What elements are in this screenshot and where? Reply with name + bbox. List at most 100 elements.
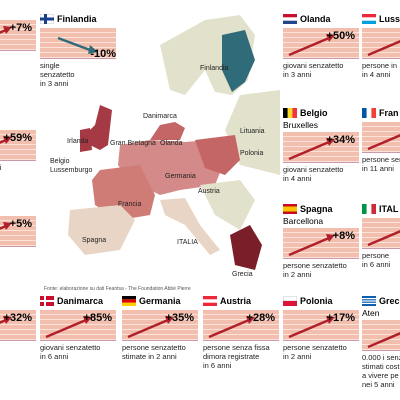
trend-area: +7% <box>0 20 36 51</box>
value: +17% <box>326 312 355 324</box>
description: ette <box>0 249 36 258</box>
map-label: Olanda <box>160 140 183 147</box>
description-line: giovani senzatetto <box>283 165 344 174</box>
country: Germania <box>139 296 181 306</box>
trend-area <box>362 28 400 59</box>
trend-area: +32% <box>0 310 36 341</box>
description-line: persone senzatetto <box>283 261 347 270</box>
city: ino <box>0 118 36 128</box>
flag <box>283 108 297 118</box>
trend-area: +59% <box>0 130 36 161</box>
country: Grec <box>379 296 400 306</box>
flag <box>40 296 54 306</box>
card-header: Belgio <box>283 106 359 120</box>
description-line: 0.000 i senza <box>362 353 400 362</box>
country: Lussem <box>379 14 400 24</box>
flag <box>362 108 376 118</box>
country-card: Polonia +17% persone senzatetto in 2 anni <box>283 294 359 386</box>
country-card: Spagna Barcellona +8% persone senzatetto in … <box>283 202 359 294</box>
country-card: Olanda +50% giovani senzatetto in 3 anni <box>283 12 359 104</box>
description: single senzatetto in 3 anni <box>40 61 116 88</box>
value: +32% <box>3 312 32 324</box>
card-header: Finlandia <box>40 12 116 26</box>
arrow <box>0 316 12 324</box>
trend-area: +85% <box>40 310 116 341</box>
description: persone senzatetto in 2 anni <box>283 343 359 361</box>
city: dra <box>0 8 36 18</box>
description: persone in 6 anni <box>362 251 400 269</box>
card-header: Spagna <box>283 202 359 216</box>
country: Finlandia <box>57 14 97 24</box>
value: +28% <box>246 312 275 324</box>
description-line: senzatetto <box>40 70 75 79</box>
map-label: Austria <box>198 188 220 195</box>
description-line: i rifugi <box>0 343 36 352</box>
description-line: stimate in 2 anni <box>122 352 177 361</box>
arrow <box>0 26 12 34</box>
description-line: he dormono <box>0 53 36 62</box>
description-line: in 6 anni <box>40 352 69 361</box>
description-line: stimati cost <box>362 362 400 371</box>
description-line: single <box>40 61 60 70</box>
card-header: Lussem <box>362 12 400 26</box>
arrow <box>367 230 400 247</box>
description-line: in 2 anni <box>283 352 312 361</box>
flag <box>362 296 376 306</box>
description-line: giovani senzatetto <box>40 343 101 352</box>
value: +34% <box>326 134 355 146</box>
description-line: persone <box>362 251 390 260</box>
description-line: persone in <box>362 61 398 70</box>
description-line: ee <box>0 172 36 181</box>
map-label: Spagna <box>82 237 106 244</box>
country: Spagna <box>300 204 333 214</box>
country: Fran <box>379 108 399 118</box>
description: persone senzatetto stimate in 2 anni <box>122 343 198 361</box>
description: giovani senzatetto in 4 anni <box>283 165 359 183</box>
description-line: in 6 anni <box>362 260 391 269</box>
map-label: Francia <box>118 201 141 208</box>
country-card: Bretagnadra +7% he dormonodi difficoltà <box>0 0 36 86</box>
description-line: in 3 anni <box>40 79 69 88</box>
country-card: nia +32% i rifugibambini <box>0 294 36 386</box>
card-header: gna <box>0 200 36 214</box>
value: +50% <box>326 30 355 42</box>
description-line: ette <box>0 249 36 258</box>
card-header: Olanda <box>283 12 359 26</box>
description: giovani senzatetto in 3 anni <box>283 61 359 79</box>
arrow <box>288 138 335 161</box>
description-line: in 3 anni <box>283 70 312 79</box>
trend-area <box>362 320 400 351</box>
country-card: gna +5% ette <box>0 200 36 292</box>
country: Austria <box>220 296 252 306</box>
trend-area <box>362 218 400 249</box>
description: i rifugibambini <box>0 343 36 361</box>
trend-area: +34% <box>283 132 359 163</box>
description: giovani senzatetto in 6 anni <box>40 343 116 361</box>
description-line: persone senza fissa <box>203 343 270 352</box>
flag <box>122 296 136 306</box>
card-header: Fran <box>362 106 400 120</box>
country-card: Finlandia -10% single senzatetto in 3 anni <box>40 12 116 104</box>
description: sistemazioniee <box>0 163 36 181</box>
flag <box>283 296 297 306</box>
card-header: Grec <box>362 294 400 308</box>
card-header: ITAL <box>362 202 400 216</box>
description-line: nei 5 anni <box>362 380 395 389</box>
description-line: in 6 anni <box>203 361 232 370</box>
value: +85% <box>83 312 112 324</box>
description: persone senza fissa dimora registrate in 6… <box>203 343 279 370</box>
description-line: bambini <box>0 352 36 361</box>
description-line: persone senzatetto <box>283 343 347 352</box>
arrow <box>127 316 174 339</box>
description: persone in in 4 anni <box>362 61 400 79</box>
description: he dormonodi difficoltà <box>0 53 36 71</box>
country-card: ino +59% sistemazioniee <box>0 104 36 196</box>
arrow <box>0 136 12 144</box>
arrow <box>288 34 335 57</box>
arrow <box>208 316 255 339</box>
card-header: Bretagna <box>0 0 36 8</box>
